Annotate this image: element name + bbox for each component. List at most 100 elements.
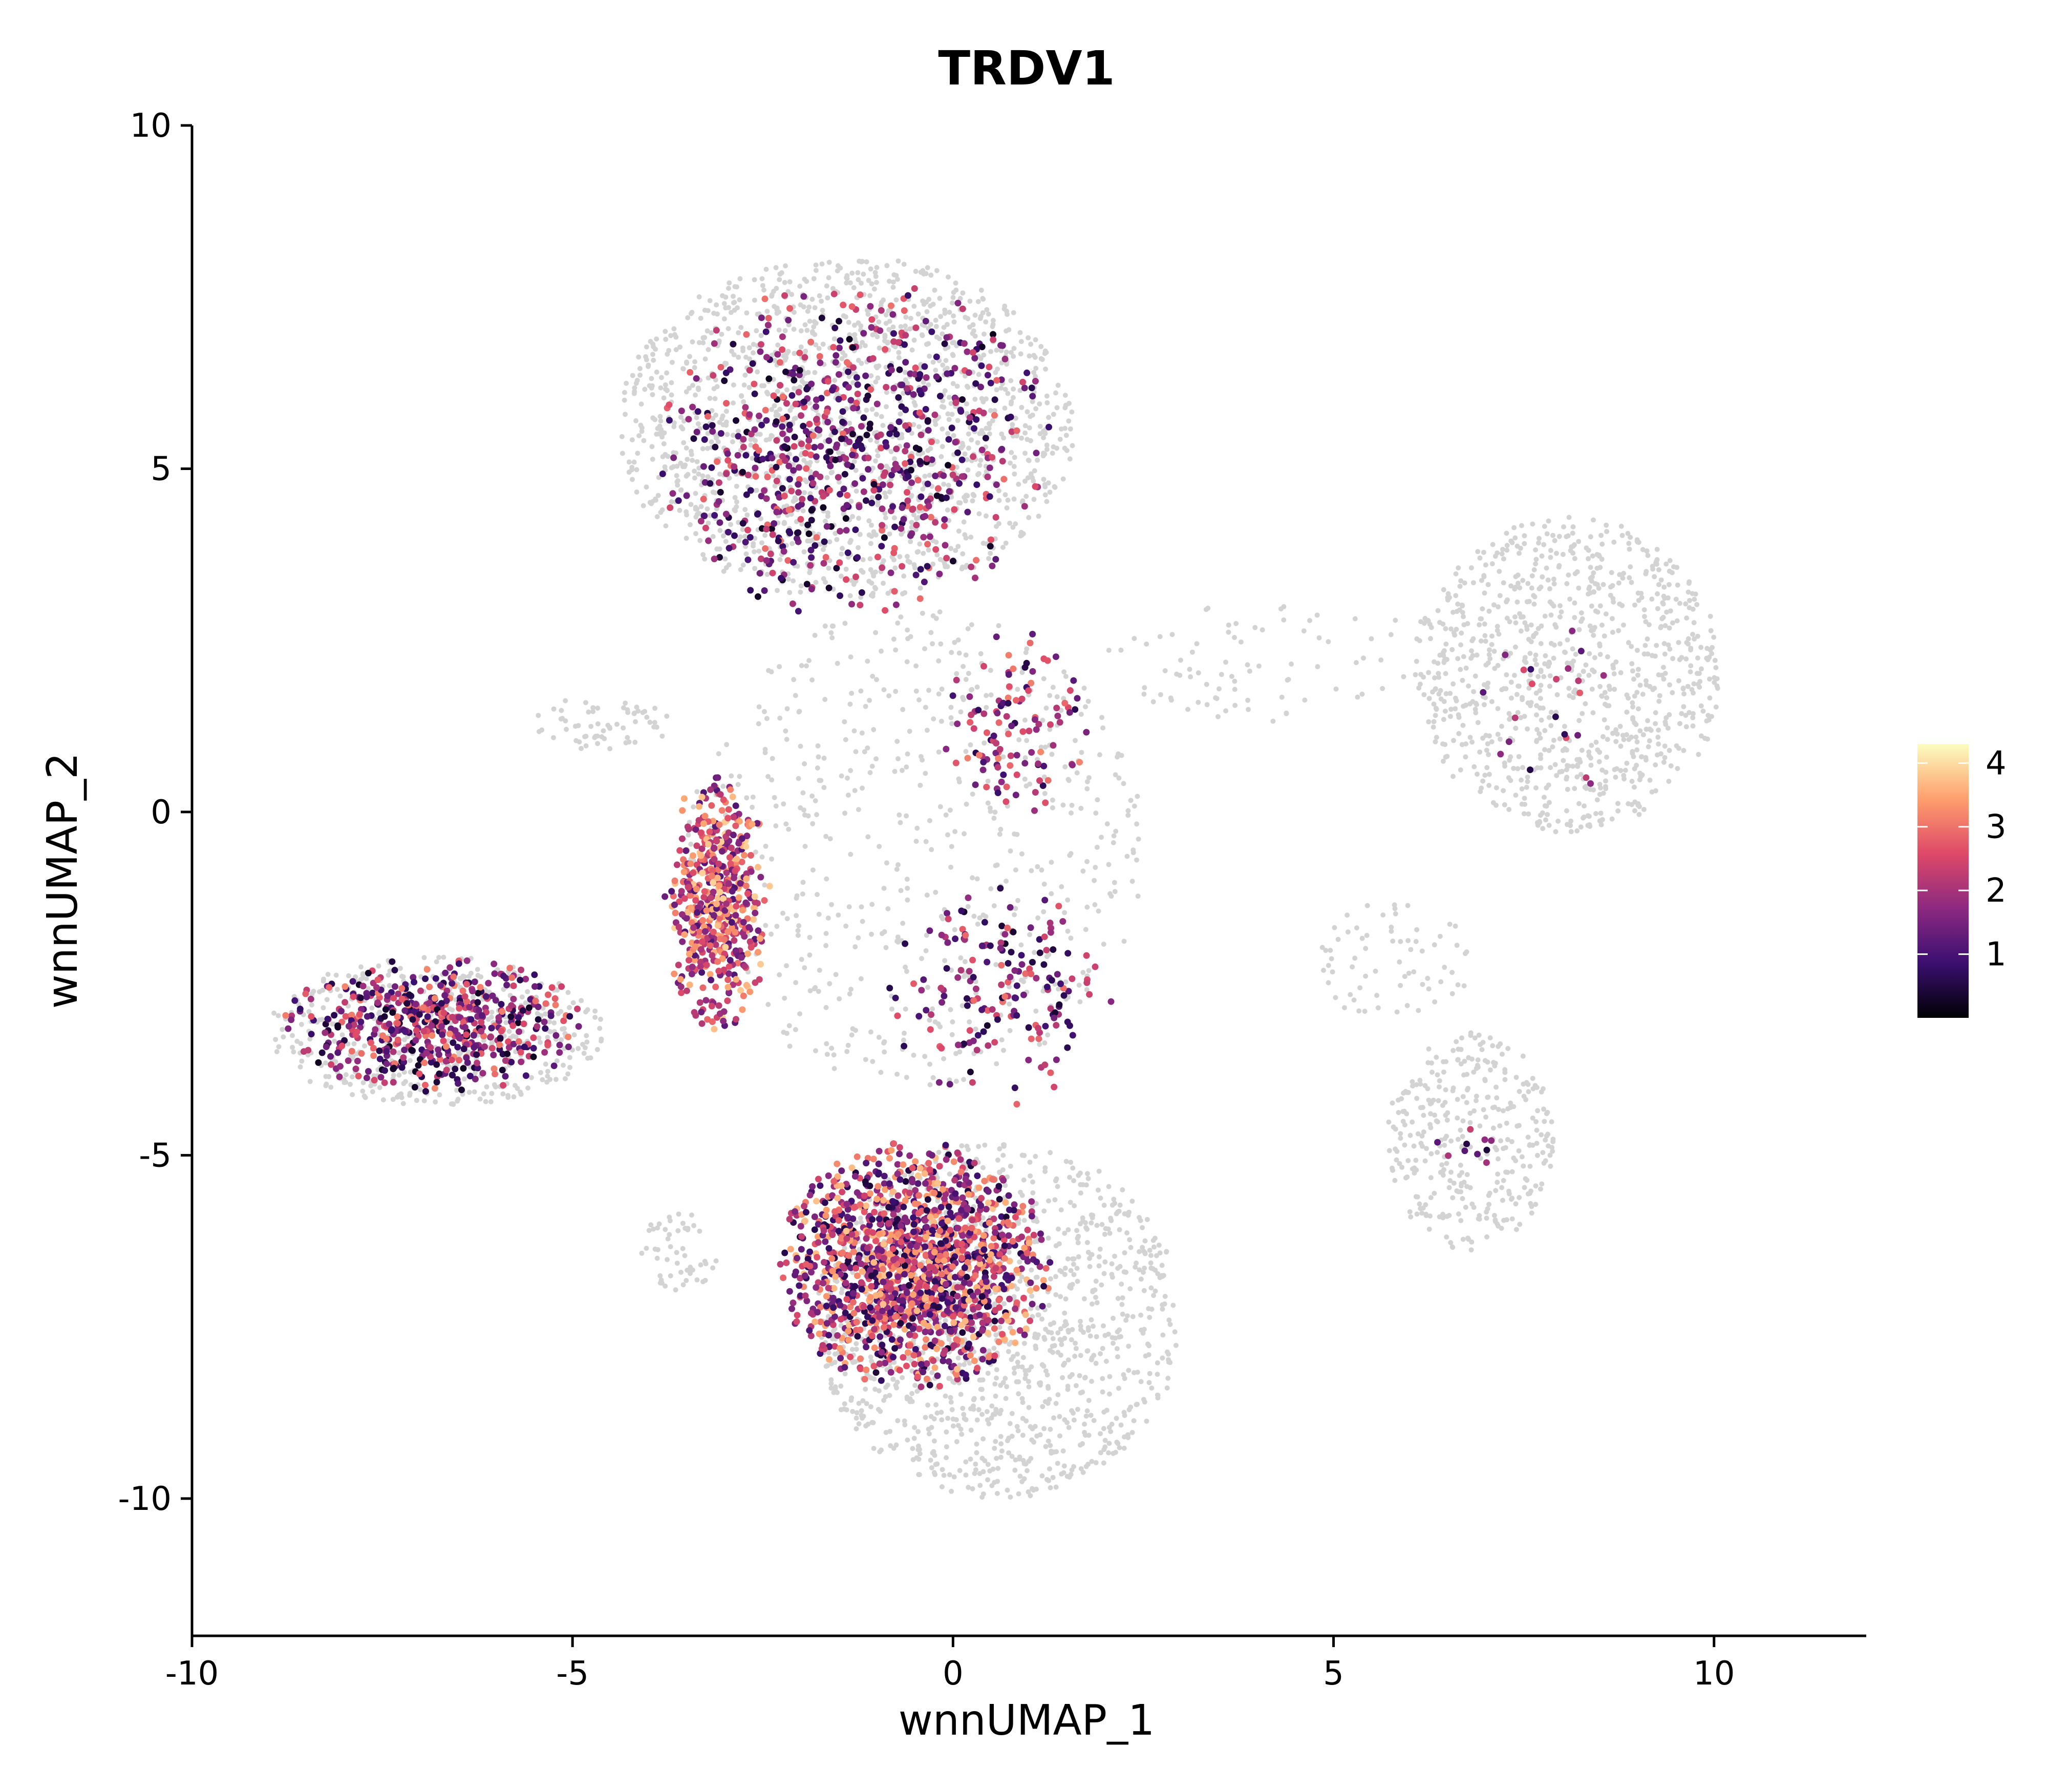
background-cell	[962, 532, 968, 538]
background-cell	[850, 1359, 856, 1365]
background-cell	[939, 686, 945, 692]
background-cell	[816, 346, 822, 351]
background-cell	[1037, 401, 1042, 407]
background-cell	[1578, 824, 1584, 830]
background-cell	[1594, 797, 1600, 803]
background-cell	[980, 431, 986, 436]
background-cell	[971, 1396, 977, 1401]
background-cell	[1576, 539, 1582, 544]
background-cell	[946, 395, 952, 400]
background-cell	[1448, 1169, 1454, 1175]
background-cell	[1524, 627, 1530, 632]
background-cell	[856, 516, 861, 521]
background-cell	[1565, 660, 1570, 666]
background-cell	[974, 1441, 979, 1447]
background-cell	[1157, 1250, 1163, 1256]
background-cell	[649, 376, 654, 381]
background-cell	[928, 272, 934, 278]
background-cell	[1428, 1111, 1433, 1117]
background-cell	[1078, 1353, 1083, 1358]
background-cell	[1471, 1108, 1477, 1114]
background-cell	[1037, 1041, 1042, 1047]
background-cell	[1443, 626, 1448, 631]
background-cell	[921, 302, 927, 307]
background-cell	[1501, 580, 1506, 586]
background-cell	[1127, 1286, 1133, 1292]
background-cell	[847, 701, 853, 707]
background-cell	[1098, 1196, 1103, 1201]
background-cell	[1031, 370, 1037, 375]
background-cell	[1022, 755, 1028, 760]
background-cell	[991, 903, 997, 909]
background-cell	[854, 488, 859, 494]
background-cell	[969, 437, 974, 443]
background-cell	[994, 1490, 1000, 1496]
background-cell	[797, 385, 803, 390]
background-cell	[421, 955, 427, 961]
background-cell	[1139, 1327, 1144, 1333]
background-cell	[1564, 808, 1569, 814]
background-cell	[1705, 713, 1711, 718]
background-cell	[851, 323, 857, 328]
background-cell	[1712, 679, 1717, 685]
background-cell	[937, 804, 943, 809]
background-cell	[985, 778, 991, 784]
background-cell	[1490, 1043, 1496, 1049]
background-cell	[949, 412, 955, 417]
background-cell	[954, 1439, 959, 1444]
background-cell	[849, 1395, 855, 1401]
background-cell	[1612, 687, 1617, 692]
background-cell	[1028, 471, 1034, 477]
background-cell	[1120, 1295, 1125, 1300]
background-cell	[1444, 1234, 1449, 1240]
background-cell	[690, 339, 695, 345]
background-cell	[291, 1049, 296, 1055]
background-cell	[879, 1447, 884, 1453]
background-cell	[1486, 783, 1492, 788]
background-cell	[850, 380, 856, 386]
background-cell	[743, 551, 749, 557]
background-cell	[620, 451, 625, 456]
background-cell	[1504, 530, 1509, 536]
background-cell	[661, 395, 667, 401]
background-cell	[407, 1091, 413, 1096]
background-cell	[1526, 1089, 1531, 1095]
background-cell	[1062, 445, 1068, 451]
background-cell	[690, 458, 695, 463]
background-cell	[750, 794, 756, 800]
background-cell	[1488, 1067, 1493, 1073]
background-cell	[1478, 789, 1483, 794]
background-cell	[1442, 742, 1448, 748]
background-cell	[1028, 342, 1034, 347]
background-cell	[1658, 625, 1663, 630]
background-cell	[867, 556, 873, 562]
background-cell	[717, 546, 722, 552]
background-cell	[828, 630, 834, 635]
background-cell	[1679, 655, 1684, 660]
background-cell	[733, 508, 738, 514]
background-cell	[1496, 604, 1501, 610]
background-cell	[843, 566, 849, 572]
background-cell	[737, 297, 742, 303]
background-cell	[685, 315, 691, 321]
background-cell	[684, 360, 690, 366]
background-cell	[913, 688, 919, 694]
background-cell	[1530, 521, 1535, 527]
background-cell	[1695, 633, 1700, 639]
background-cell	[1460, 1094, 1466, 1099]
background-cell	[1101, 942, 1106, 947]
background-cell	[1156, 1243, 1162, 1248]
background-cell	[358, 964, 364, 970]
background-cell	[736, 520, 741, 525]
background-cell	[1067, 852, 1073, 858]
background-cell	[837, 996, 842, 1001]
background-cell	[1025, 437, 1030, 442]
background-cell	[1689, 687, 1695, 692]
background-cell	[437, 1092, 442, 1098]
background-cell	[763, 923, 769, 928]
background-cell	[839, 551, 844, 557]
background-cell	[361, 1093, 367, 1099]
background-cell	[1427, 1213, 1433, 1219]
background-cell	[1080, 1218, 1085, 1224]
background-cell	[1041, 1335, 1047, 1340]
